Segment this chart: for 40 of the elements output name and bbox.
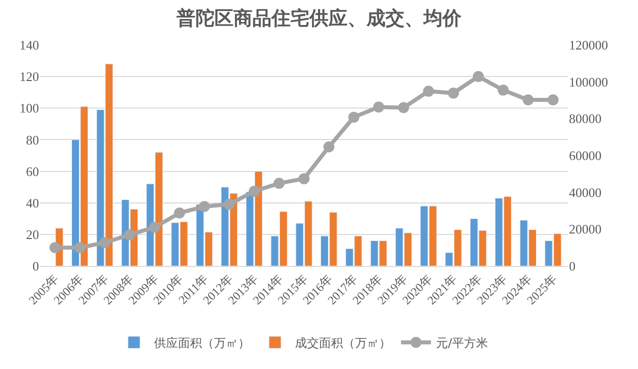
y-tick-label: 60: [26, 164, 39, 179]
point: [248, 186, 260, 197]
legend-label: 成交面积（万㎡）: [295, 336, 391, 350]
y-tick-label: 140: [20, 38, 39, 53]
y2-tick-label: 40000: [569, 184, 602, 200]
legend-label: 供应面积（万㎡）: [154, 336, 250, 350]
y2-tick-label: 60000: [569, 148, 602, 164]
y-tick-label: 20: [26, 226, 39, 242]
point: [398, 102, 410, 114]
point: [472, 70, 484, 82]
y-tick-label: 120: [20, 69, 39, 84]
point: [174, 207, 185, 218]
point: [224, 198, 235, 210]
y2-tick-label: 80000: [569, 111, 602, 126]
point: [198, 201, 210, 212]
chart-title: 普陀区商品住宅供应、成交、均价: [176, 7, 462, 30]
point: [548, 94, 559, 106]
y2-tick-label: 120000: [569, 38, 608, 53]
y-tick-label: 80: [26, 132, 39, 148]
point: [99, 237, 110, 248]
point: [423, 86, 434, 97]
y-tick-label: 0: [32, 258, 39, 274]
point: [274, 178, 285, 189]
point: [323, 141, 334, 152]
point: [298, 173, 310, 184]
y2-tick-label: 20000: [569, 222, 602, 237]
point: [49, 242, 60, 254]
point: [124, 229, 136, 240]
point: [373, 102, 384, 113]
legend-label: 元/平方米: [436, 336, 488, 350]
point: [348, 112, 360, 123]
point: [448, 88, 459, 99]
point: [74, 242, 86, 254]
y-tick-label: 100: [20, 100, 39, 116]
point: [149, 222, 160, 233]
y2-tick-label: 0: [569, 258, 576, 274]
point: [498, 84, 509, 96]
y2-tick-label: 100000: [569, 74, 608, 90]
y-tick-label: 40: [26, 195, 39, 210]
point: [522, 94, 534, 106]
